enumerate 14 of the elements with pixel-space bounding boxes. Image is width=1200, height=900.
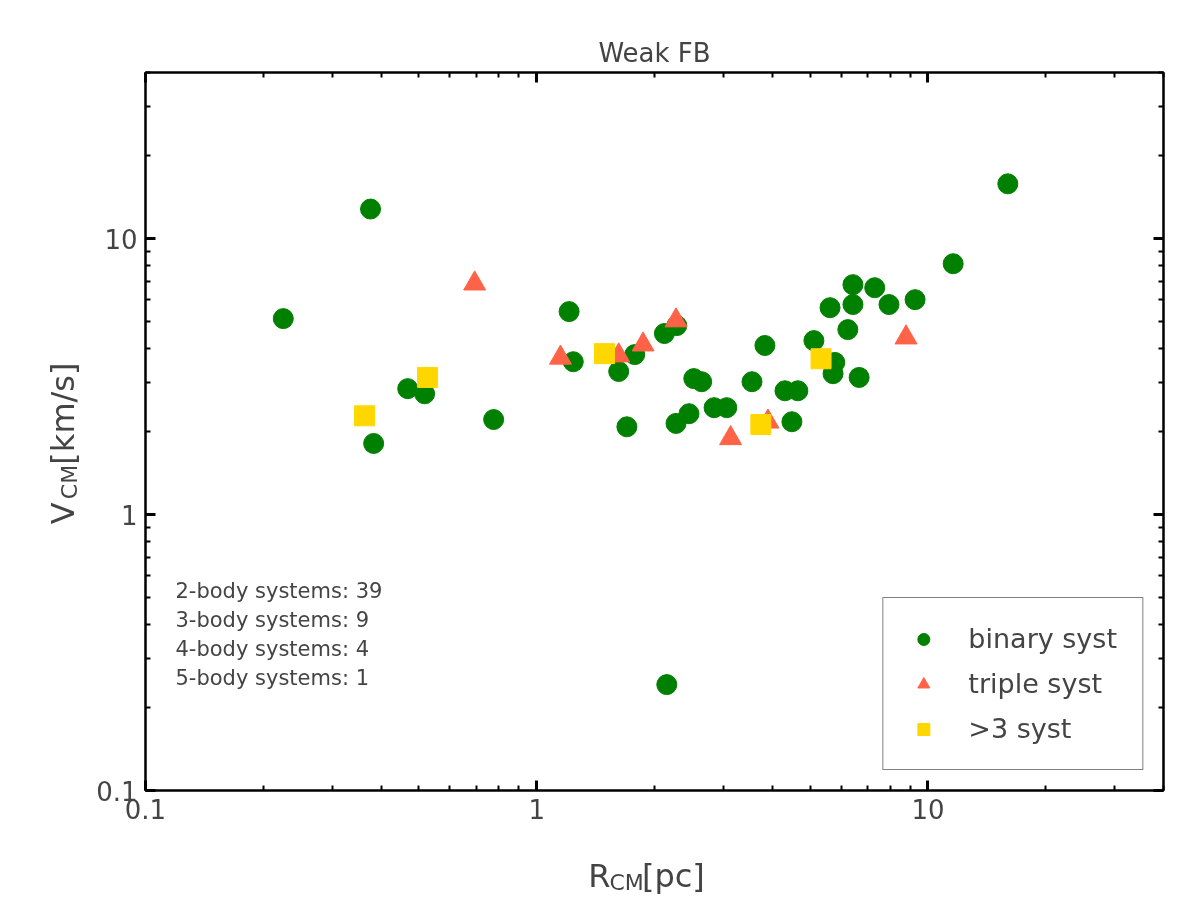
legend-label: triple syst — [968, 668, 1103, 699]
x-tick-label: 1 — [528, 794, 545, 825]
x-axis-title: RCM[pc] — [588, 856, 705, 896]
y-tick-label: 1 — [120, 500, 138, 531]
chart-title: Weak FB — [598, 37, 711, 68]
annotation: 4-body systems: 4 — [175, 636, 370, 661]
y-tick-label: 10 — [104, 224, 138, 255]
legend-label: binary syst — [968, 623, 1117, 654]
annotation: 3-body systems: 9 — [175, 607, 370, 632]
annotation: 5-body systems: 1 — [175, 665, 370, 690]
x-tick-label: 10 — [911, 794, 945, 825]
legend-label: >3 syst — [968, 713, 1072, 744]
y-axis-title: VCM[km/s] — [43, 362, 83, 525]
annotation: 2-body systems: 39 — [175, 578, 383, 603]
